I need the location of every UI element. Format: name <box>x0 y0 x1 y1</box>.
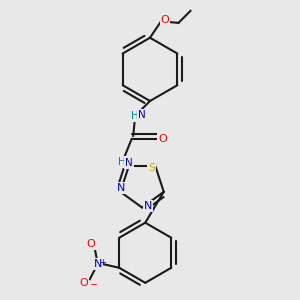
Text: H: H <box>131 111 139 121</box>
Text: N: N <box>117 183 125 193</box>
Text: −: − <box>90 280 98 290</box>
Text: N: N <box>138 110 146 120</box>
Text: O: O <box>160 15 169 25</box>
Text: O: O <box>80 278 88 288</box>
Text: S: S <box>148 163 155 173</box>
Text: O: O <box>158 134 167 144</box>
Text: N: N <box>94 259 102 269</box>
Text: H: H <box>118 157 125 167</box>
Text: +: + <box>99 258 106 267</box>
Text: N: N <box>125 158 133 168</box>
Text: O: O <box>86 239 95 249</box>
Text: N: N <box>144 201 152 211</box>
